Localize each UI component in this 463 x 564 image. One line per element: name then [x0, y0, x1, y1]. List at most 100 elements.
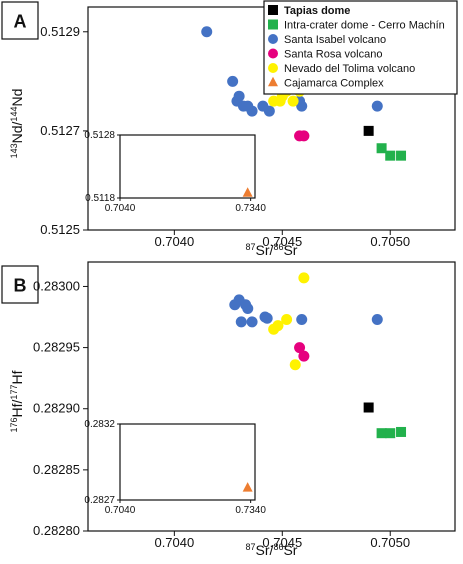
legend-marker [268, 5, 278, 15]
y-tick-label: 0.28300 [33, 278, 80, 293]
y-axis-label-b-base: Hf/ [9, 399, 25, 417]
y-axis-label-a-sup2: 144 [9, 107, 19, 122]
panel-a: A0.7040 0.7045 0.70500.51250.51270.512987S… [1, 1, 456, 258]
point-santa-isabel-volcano [246, 105, 258, 117]
x-tick-label: 0.7050 [370, 234, 410, 249]
point-santa-isabel-volcano [201, 26, 213, 38]
point-nevado-del-tolima-volcano [272, 320, 284, 332]
y-axis-label-a-base2: Nd [9, 89, 25, 107]
point-santa-isabel-volcano [263, 105, 275, 117]
y-axis-label-b: 176Hf/177Hf [9, 370, 25, 432]
x-tick-label: 0.7040 [154, 535, 194, 550]
legend-entry: Nevado del Tolima volcano [268, 63, 415, 75]
y-tick-label: 0.28295 [33, 340, 80, 355]
legend-marker [268, 34, 278, 44]
legend-entry: Cajamarca Complex [268, 76, 384, 90]
point-tapias-dome [363, 402, 374, 413]
x-axis-label-b-sup2: 86 [273, 542, 283, 552]
inset-b: 0.7040 0.7340 0.2827 0.2832 [84, 419, 266, 516]
legend: Tapias dome Intra-crater dome - Cerro Mac… [263, 0, 458, 95]
x-axis-label-b-base: Sr/ [256, 542, 274, 558]
point-intra-crater-dome-cerro-mach-n [376, 428, 387, 439]
legend-label: Santa Isabel volcano [284, 34, 386, 46]
legend-marker [268, 19, 278, 30]
inset-point-cajamarca [242, 482, 253, 492]
plot-frame-b [87, 261, 456, 532]
panel-letter-a: A [14, 12, 27, 32]
inset-a: 0.7040 0.7340 0.5118 0.5128 [84, 130, 266, 214]
legend-marker [268, 63, 278, 73]
y-tick-label: 0.28280 [33, 523, 80, 538]
legend-label: Cajamarca Complex [284, 78, 384, 90]
point-santa-isabel-volcano [242, 302, 254, 314]
y-axis-label-a: 143Nd/144Nd [9, 89, 25, 159]
x-tick-label: 0.7050 [370, 535, 410, 550]
x-tick-label: 0.7040 [154, 234, 194, 249]
y-tick-label: 0.28285 [33, 462, 80, 477]
point-santa-isabel-volcano [296, 100, 308, 112]
x-tick-label: 0.7045 [262, 234, 302, 249]
point-santa-rosa-volcano [294, 342, 306, 354]
y-tick-label: 0.28290 [33, 401, 80, 416]
point-intra-crater-dome-cerro-mach-n [396, 426, 407, 437]
point-santa-rosa-volcano [298, 350, 310, 362]
legend-marker [268, 48, 278, 59]
x-axis-label-a: 87Sr/86Sr [246, 242, 298, 258]
inset-y-tick-label: 0.2827 [84, 495, 115, 506]
point-santa-isabel-volcano [246, 316, 258, 328]
inset-x-tick-label: 0.7340 [235, 203, 266, 214]
point-nevado-del-tolima-volcano [281, 313, 293, 325]
legend-label: Santa Rosa volcano [284, 49, 382, 61]
inset-x-tick-label: 0.7040 [105, 203, 136, 214]
point-santa-isabel-volcano [296, 313, 308, 325]
inset-y-tick-label: 0.5128 [84, 130, 115, 141]
x-axis-label-b-sup: 87 [246, 542, 256, 552]
legend-entry: Santa Isabel volcano [268, 34, 386, 46]
x-axis-label-a-sup: 87 [246, 242, 256, 252]
point-intra-crater-dome-cerro-mach-n [376, 143, 387, 154]
legend-entry: Intra-crater dome - Cerro Machín [268, 19, 445, 32]
point-intra-crater-dome-cerro-mach-n [385, 150, 396, 161]
inset-frame [119, 423, 256, 501]
panel-letter-box-a [1, 1, 39, 40]
x-axis-label-b-base2: Sr [283, 542, 297, 558]
point-santa-rosa-volcano [298, 130, 310, 142]
y-axis-label-b-base2: Hf [9, 370, 25, 384]
point-intra-crater-dome-cerro-mach-n [396, 150, 407, 161]
point-santa-isabel-volcano [227, 75, 239, 87]
point-santa-isabel-volcano [235, 316, 247, 328]
point-nevado-del-tolima-volcano [287, 95, 299, 107]
panel-b: B 0.7040 0.7045 0.7050 0.28280 0.28285 0.28290… [1, 261, 456, 558]
point-nevado-del-tolima-volcano [289, 359, 301, 371]
y-tick-label: 0.5125 [40, 222, 80, 237]
inset-y-tick-label: 0.5118 [85, 193, 115, 204]
x-axis-label-b: 87Sr/86Sr [246, 542, 298, 558]
inset-frame [119, 134, 256, 199]
inset-x-tick-label: 0.7040 [105, 505, 136, 516]
point-santa-isabel-volcano [371, 313, 383, 325]
legend-entry: Santa Rosa volcano [268, 48, 382, 61]
legend-marker [268, 76, 278, 87]
point-intra-crater-dome-cerro-mach-n [385, 428, 396, 439]
x-tick-label: 0.7045 [262, 535, 302, 550]
panel-letter-box-b [1, 265, 39, 304]
y-axis-label-b-sup2: 177 [9, 385, 19, 400]
legend-label: Intra-crater dome - Cerro Machín [284, 20, 445, 32]
inset-x-tick-label: 0.7340 [235, 505, 266, 516]
panel-letter-b: B [14, 276, 27, 296]
y-tick-label: 0.5129 [40, 24, 80, 39]
y-axis-label-a-base: Nd/ [9, 121, 25, 143]
y-axis-label-b-sup: 176 [9, 417, 19, 432]
point-nevado-del-tolima-volcano [298, 272, 310, 284]
x-axis-label-a-base: Sr/ [256, 242, 274, 258]
legend-label: Tapias dome [284, 5, 350, 17]
point-santa-isabel-volcano [233, 90, 245, 102]
legend-label: Nevado del Tolima volcano [284, 63, 415, 75]
legend-entry: Tapias dome [268, 5, 350, 17]
point-santa-isabel-volcano [371, 100, 383, 112]
x-axis-label-a-base2: Sr [283, 242, 297, 258]
y-tick-label: 0.5127 [40, 123, 80, 138]
inset-y-tick-label: 0.2832 [84, 419, 115, 430]
point-santa-isabel-volcano [261, 312, 273, 324]
